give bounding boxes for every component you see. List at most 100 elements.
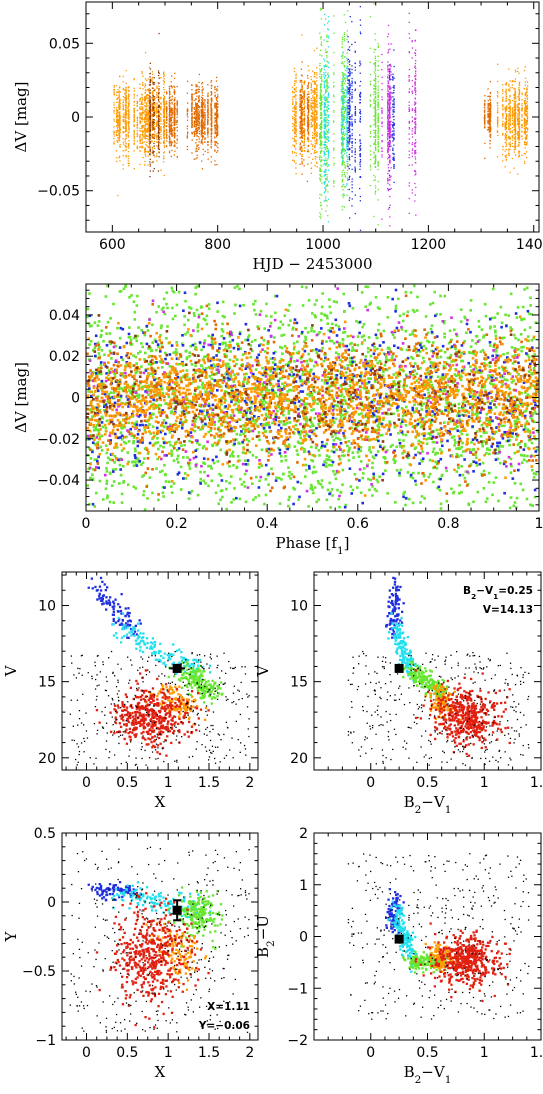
light-curve-point bbox=[326, 114, 328, 116]
light-curve-point bbox=[325, 163, 327, 165]
light-curve-point bbox=[517, 118, 519, 120]
light-curve-point bbox=[204, 104, 206, 106]
light-curve-point bbox=[195, 121, 197, 123]
light-curve-point bbox=[136, 120, 139, 122]
light-curve-point bbox=[125, 123, 127, 126]
light-curve-point bbox=[193, 133, 196, 135]
light-curve-point bbox=[513, 112, 515, 114]
light-curve-point bbox=[173, 98, 176, 100]
light-curve-point bbox=[196, 89, 198, 92]
light-curve-point bbox=[164, 124, 166, 126]
light-curve-point bbox=[502, 117, 504, 119]
light-curve-point bbox=[125, 137, 127, 140]
light-curve-point bbox=[303, 130, 305, 133]
light-curve-point bbox=[153, 77, 155, 79]
light-curve-point bbox=[306, 93, 309, 96]
light-curve-point bbox=[518, 123, 520, 125]
light-curve-point bbox=[502, 109, 504, 111]
light-curve-point bbox=[146, 95, 148, 97]
light-curve-point bbox=[524, 109, 527, 111]
light-curve-point bbox=[300, 126, 302, 129]
light-curve-point bbox=[320, 107, 322, 109]
light-curve-point bbox=[313, 49, 316, 52]
light-curve-point bbox=[505, 128, 507, 130]
light-curve-point bbox=[216, 113, 218, 115]
light-curve-point bbox=[514, 126, 516, 128]
light-curve-point bbox=[149, 92, 151, 94]
light-curve-point bbox=[133, 114, 135, 116]
light-curve-point bbox=[326, 116, 328, 118]
light-curve-point bbox=[515, 111, 517, 114]
light-curve-point bbox=[514, 123, 517, 125]
light-curve-point bbox=[325, 196, 327, 198]
light-curve-point bbox=[303, 140, 305, 143]
light-curve-point bbox=[295, 122, 297, 125]
light-curve-point bbox=[483, 117, 486, 119]
light-curve-point bbox=[133, 117, 135, 119]
light-curve-point bbox=[207, 112, 209, 114]
light-curve-point bbox=[307, 113, 309, 115]
light-curve-point bbox=[195, 85, 197, 88]
light-curve-point bbox=[142, 119, 144, 121]
light-curve-point bbox=[295, 107, 297, 109]
light-curve-point bbox=[139, 146, 141, 149]
light-curve-point bbox=[518, 88, 520, 90]
light-curve-point bbox=[125, 88, 127, 90]
light-curve-point bbox=[117, 128, 119, 130]
light-curve-point bbox=[142, 142, 144, 144]
light-curve-point bbox=[201, 121, 203, 123]
light-curve-point bbox=[144, 135, 146, 137]
light-curve-point bbox=[202, 118, 204, 120]
light-curve-point bbox=[295, 89, 297, 91]
light-curve-point bbox=[333, 179, 335, 182]
light-curve-point bbox=[299, 100, 301, 103]
light-curve-point bbox=[524, 129, 526, 131]
light-curve-point bbox=[117, 119, 119, 121]
light-curve-point bbox=[196, 145, 198, 147]
light-curve-point bbox=[306, 125, 309, 127]
light-curve-point bbox=[174, 127, 176, 130]
light-curve-point bbox=[158, 111, 160, 113]
light-curve-point bbox=[176, 130, 178, 132]
light-curve-point bbox=[125, 91, 127, 93]
light-curve-point bbox=[505, 159, 507, 161]
light-curve-point bbox=[118, 118, 120, 121]
light-curve-point bbox=[316, 106, 318, 108]
light-curve-point bbox=[518, 132, 520, 135]
light-curve-point bbox=[207, 105, 209, 107]
light-curve-point bbox=[313, 89, 316, 92]
light-curve-point bbox=[149, 135, 151, 137]
light-curve-point bbox=[166, 115, 168, 117]
light-curve-point bbox=[202, 111, 204, 113]
light-curve-point bbox=[327, 22, 329, 24]
light-curve-point bbox=[166, 125, 168, 127]
light-curve-point bbox=[158, 141, 160, 143]
light-curve-point bbox=[216, 97, 218, 99]
light-curve-point bbox=[152, 82, 154, 84]
light-curve-point bbox=[125, 114, 127, 116]
light-curve-point bbox=[505, 95, 507, 97]
light-curve-point bbox=[310, 76, 312, 78]
light-curve-point bbox=[525, 151, 528, 153]
light-curve-point bbox=[320, 164, 322, 166]
light-curve-point bbox=[113, 85, 115, 87]
light-curve-point bbox=[207, 151, 209, 154]
light-curve-point bbox=[502, 133, 504, 135]
light-curve-point bbox=[514, 109, 516, 111]
light-curve-point bbox=[152, 83, 154, 85]
light-curve-point bbox=[217, 131, 219, 133]
light-curve-point bbox=[504, 107, 506, 109]
light-curve-point bbox=[214, 124, 216, 126]
light-curve-point bbox=[509, 101, 511, 103]
light-curve-point bbox=[489, 112, 491, 114]
light-curve-point bbox=[327, 101, 329, 103]
light-curve-point bbox=[122, 87, 125, 90]
light-curve-point bbox=[152, 94, 154, 97]
light-curve-point bbox=[519, 81, 521, 83]
light-curve-point bbox=[156, 133, 158, 135]
light-curve-point bbox=[511, 145, 513, 148]
light-curve-point bbox=[201, 83, 203, 85]
light-curve-point bbox=[514, 118, 516, 120]
light-curve-point bbox=[489, 95, 491, 97]
light-curve-point bbox=[293, 113, 296, 115]
